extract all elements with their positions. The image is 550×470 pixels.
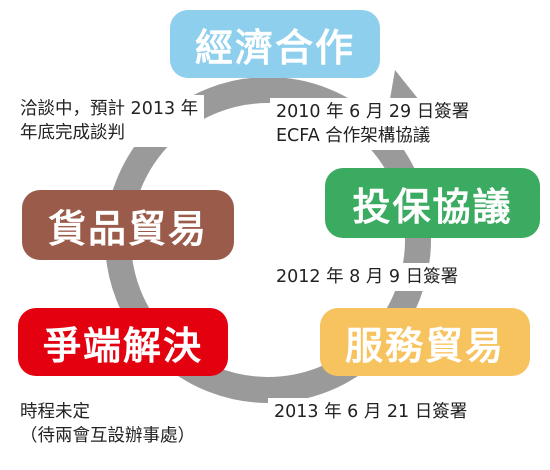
dispute-note: 時程未定 （待兩會互設辦事處） — [14, 398, 201, 450]
economic-cooperation-label: 經濟合作 — [194, 25, 355, 70]
economic-cooperation-node: 經濟合作 — [170, 10, 380, 78]
dispute-note-detail: （待兩會互設辦事處） — [20, 426, 195, 446]
dispute-settlement-node: 爭端解決 — [18, 308, 228, 376]
investment-note: 2012 年 8 月 9 日簽署 — [270, 263, 465, 291]
services-trade-label: 服務貿易 — [344, 323, 505, 368]
goods-note: 洽談中，預計 2013 年 年底完成談判 — [14, 95, 205, 147]
ecfa-note-date: 2010 年 6 月 29 日簽署 — [276, 102, 470, 122]
services-note-date: 2013 年 6 月 21 日簽署 — [274, 402, 468, 422]
goods-note-status: 洽談中，預計 2013 年 — [20, 99, 199, 119]
goods-note-detail: 年底完成談判 — [20, 123, 125, 143]
ecfa-note: 2010 年 6 月 29 日簽署 ECFA 合作架構協議 — [270, 98, 476, 150]
dispute-settlement-label: 爭端解決 — [42, 323, 203, 368]
dispute-note-status: 時程未定 — [20, 402, 90, 422]
services-trade-node: 服務貿易 — [320, 308, 530, 376]
investment-note-date: 2012 年 8 月 9 日簽署 — [276, 267, 459, 287]
investment-protection-node: 投保協議 — [325, 168, 540, 238]
ecfa-note-title: ECFA 合作架構協議 — [276, 126, 431, 146]
services-note: 2013 年 6 月 21 日簽署 — [268, 398, 474, 426]
goods-trade-label: 貨品貿易 — [47, 206, 208, 251]
goods-trade-node: 貨品貿易 — [22, 190, 234, 260]
investment-protection-label: 投保協議 — [352, 184, 513, 229]
